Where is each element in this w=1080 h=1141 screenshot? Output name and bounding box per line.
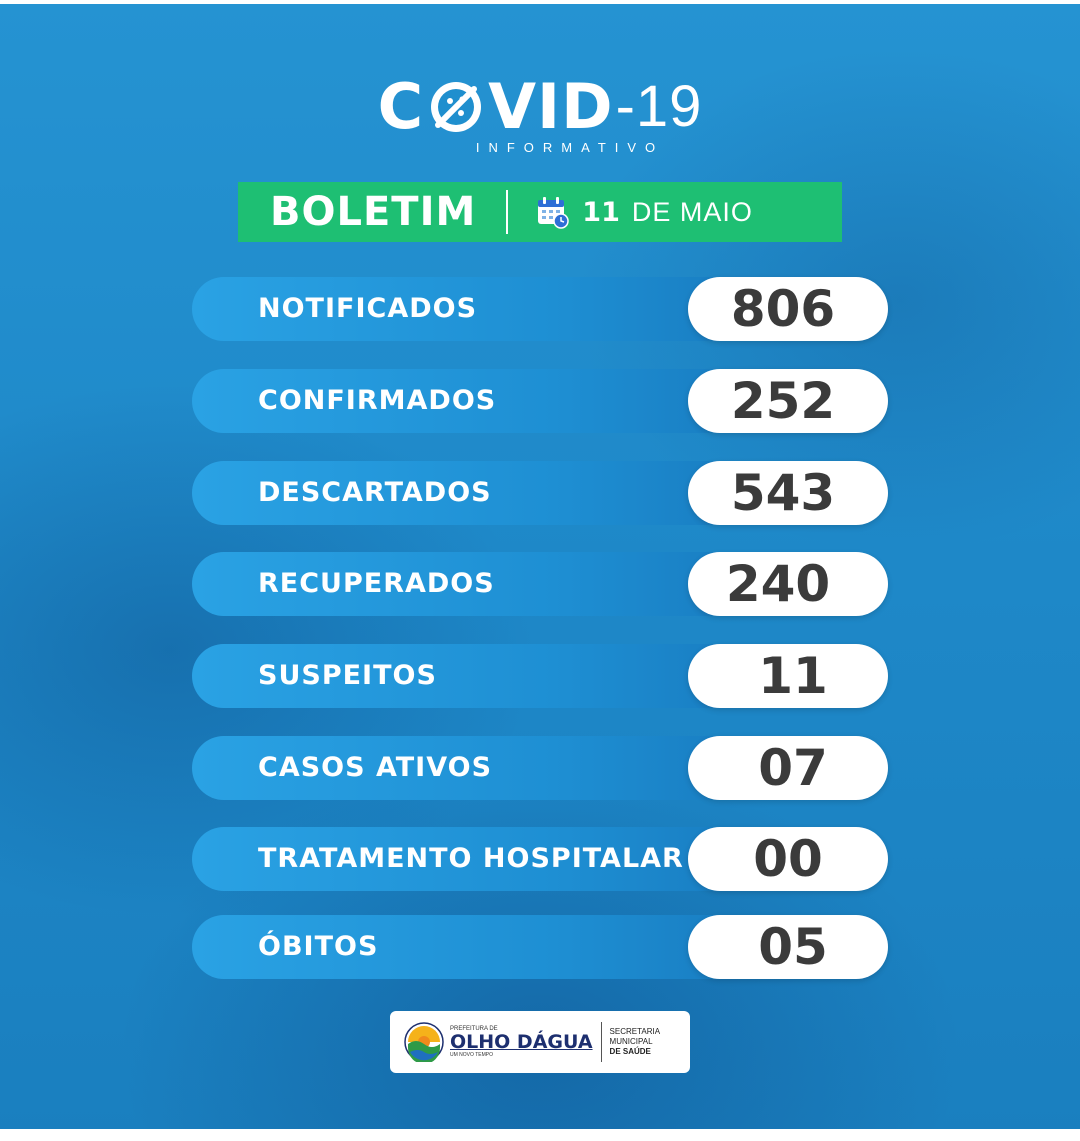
stat-label: DESCARTADOS	[258, 477, 492, 508]
stat-row-suspeitos: SUSPEITOS 11	[192, 644, 888, 708]
virus-icon	[431, 82, 482, 132]
stat-value: 00	[753, 830, 823, 888]
logo-subtitle: INFORMATIVO	[475, 140, 665, 155]
footer-secretaria: SECRETARIA MUNICIPAL DE SAÚDE	[610, 1027, 661, 1057]
footer-secretaria-line1: SECRETARIA	[609, 1027, 661, 1036]
bulletin-title: BOLETIM	[270, 189, 477, 235]
covid-logo: C VID -19 INFORMATIVO	[0, 74, 1080, 156]
bulletin-divider	[506, 190, 509, 234]
footer-secretaria-line3: DE SAÚDE	[609, 1047, 651, 1056]
stat-row-tratamento-hospitalar: TRATAMENTO HOSPITALAR 00	[192, 827, 888, 891]
logo-title: C VID -19	[378, 74, 703, 140]
footer-secretaria-line2: MUNICIPAL	[609, 1037, 653, 1046]
city-emblem-icon	[404, 1022, 444, 1062]
stat-row-descartados: DESCARTADOS 543	[192, 461, 888, 525]
stat-label: RECUPERADOS	[258, 568, 495, 599]
bulletin-month: DE MAIO	[631, 196, 753, 227]
stat-pill: 806	[688, 277, 888, 341]
stat-value: 543	[730, 464, 836, 522]
stat-label: NOTIFICADOS	[258, 293, 478, 324]
footer-city-name: OLHO DÁGUA	[450, 1031, 593, 1053]
stat-pill: 00	[688, 827, 888, 891]
logo-number: -19	[615, 74, 703, 139]
stat-label: CASOS ATIVOS	[258, 752, 493, 783]
stat-value: 07	[758, 739, 828, 797]
stat-value: 806	[730, 280, 836, 338]
stat-label: ÓBITOS	[258, 931, 379, 962]
footer-slogan: UM NOVO TEMPO	[450, 1052, 493, 1058]
footer-divider	[600, 1022, 602, 1062]
stat-row-obitos: ÓBITOS 05	[192, 915, 888, 979]
stat-pill: 240	[688, 552, 888, 616]
stat-label: TRATAMENTO HOSPITALAR	[258, 843, 684, 874]
stat-row-confirmados: CONFIRMADOS 252	[192, 369, 888, 433]
stat-value: 252	[730, 372, 836, 430]
stat-pill: 543	[688, 461, 888, 525]
stat-pill: 11	[688, 644, 888, 708]
logo-letter-c: C	[377, 70, 425, 143]
logo-letters-vid: VID	[488, 70, 614, 143]
stat-value: 11	[758, 647, 828, 705]
stat-value: 05	[758, 918, 828, 976]
footer-logo-box: PREFEITURA DE OLHO DÁGUA UM NOVO TEMPO S…	[390, 1011, 690, 1073]
stat-row-notificados: NOTIFICADOS 806	[192, 277, 888, 341]
footer-prefeitura: PREFEITURA DE	[450, 1026, 498, 1032]
stat-row-casos-ativos: CASOS ATIVOS 07	[192, 736, 888, 800]
bulletin-banner: BOLETIM 11 DE MAIO	[238, 182, 842, 242]
stat-pill: 05	[688, 915, 888, 979]
stat-pill: 252	[688, 369, 888, 433]
stat-label: CONFIRMADOS	[258, 385, 497, 416]
stat-value: 240	[725, 555, 831, 613]
bulletin-day: 11	[582, 196, 620, 228]
stat-pill: 07	[688, 736, 888, 800]
stat-label: SUSPEITOS	[258, 660, 437, 691]
stat-row-recuperados: RECUPERADOS 240	[192, 552, 888, 616]
footer-city-block: PREFEITURA DE OLHO DÁGUA UM NOVO TEMPO	[450, 1026, 593, 1058]
calendar-icon	[538, 197, 570, 229]
